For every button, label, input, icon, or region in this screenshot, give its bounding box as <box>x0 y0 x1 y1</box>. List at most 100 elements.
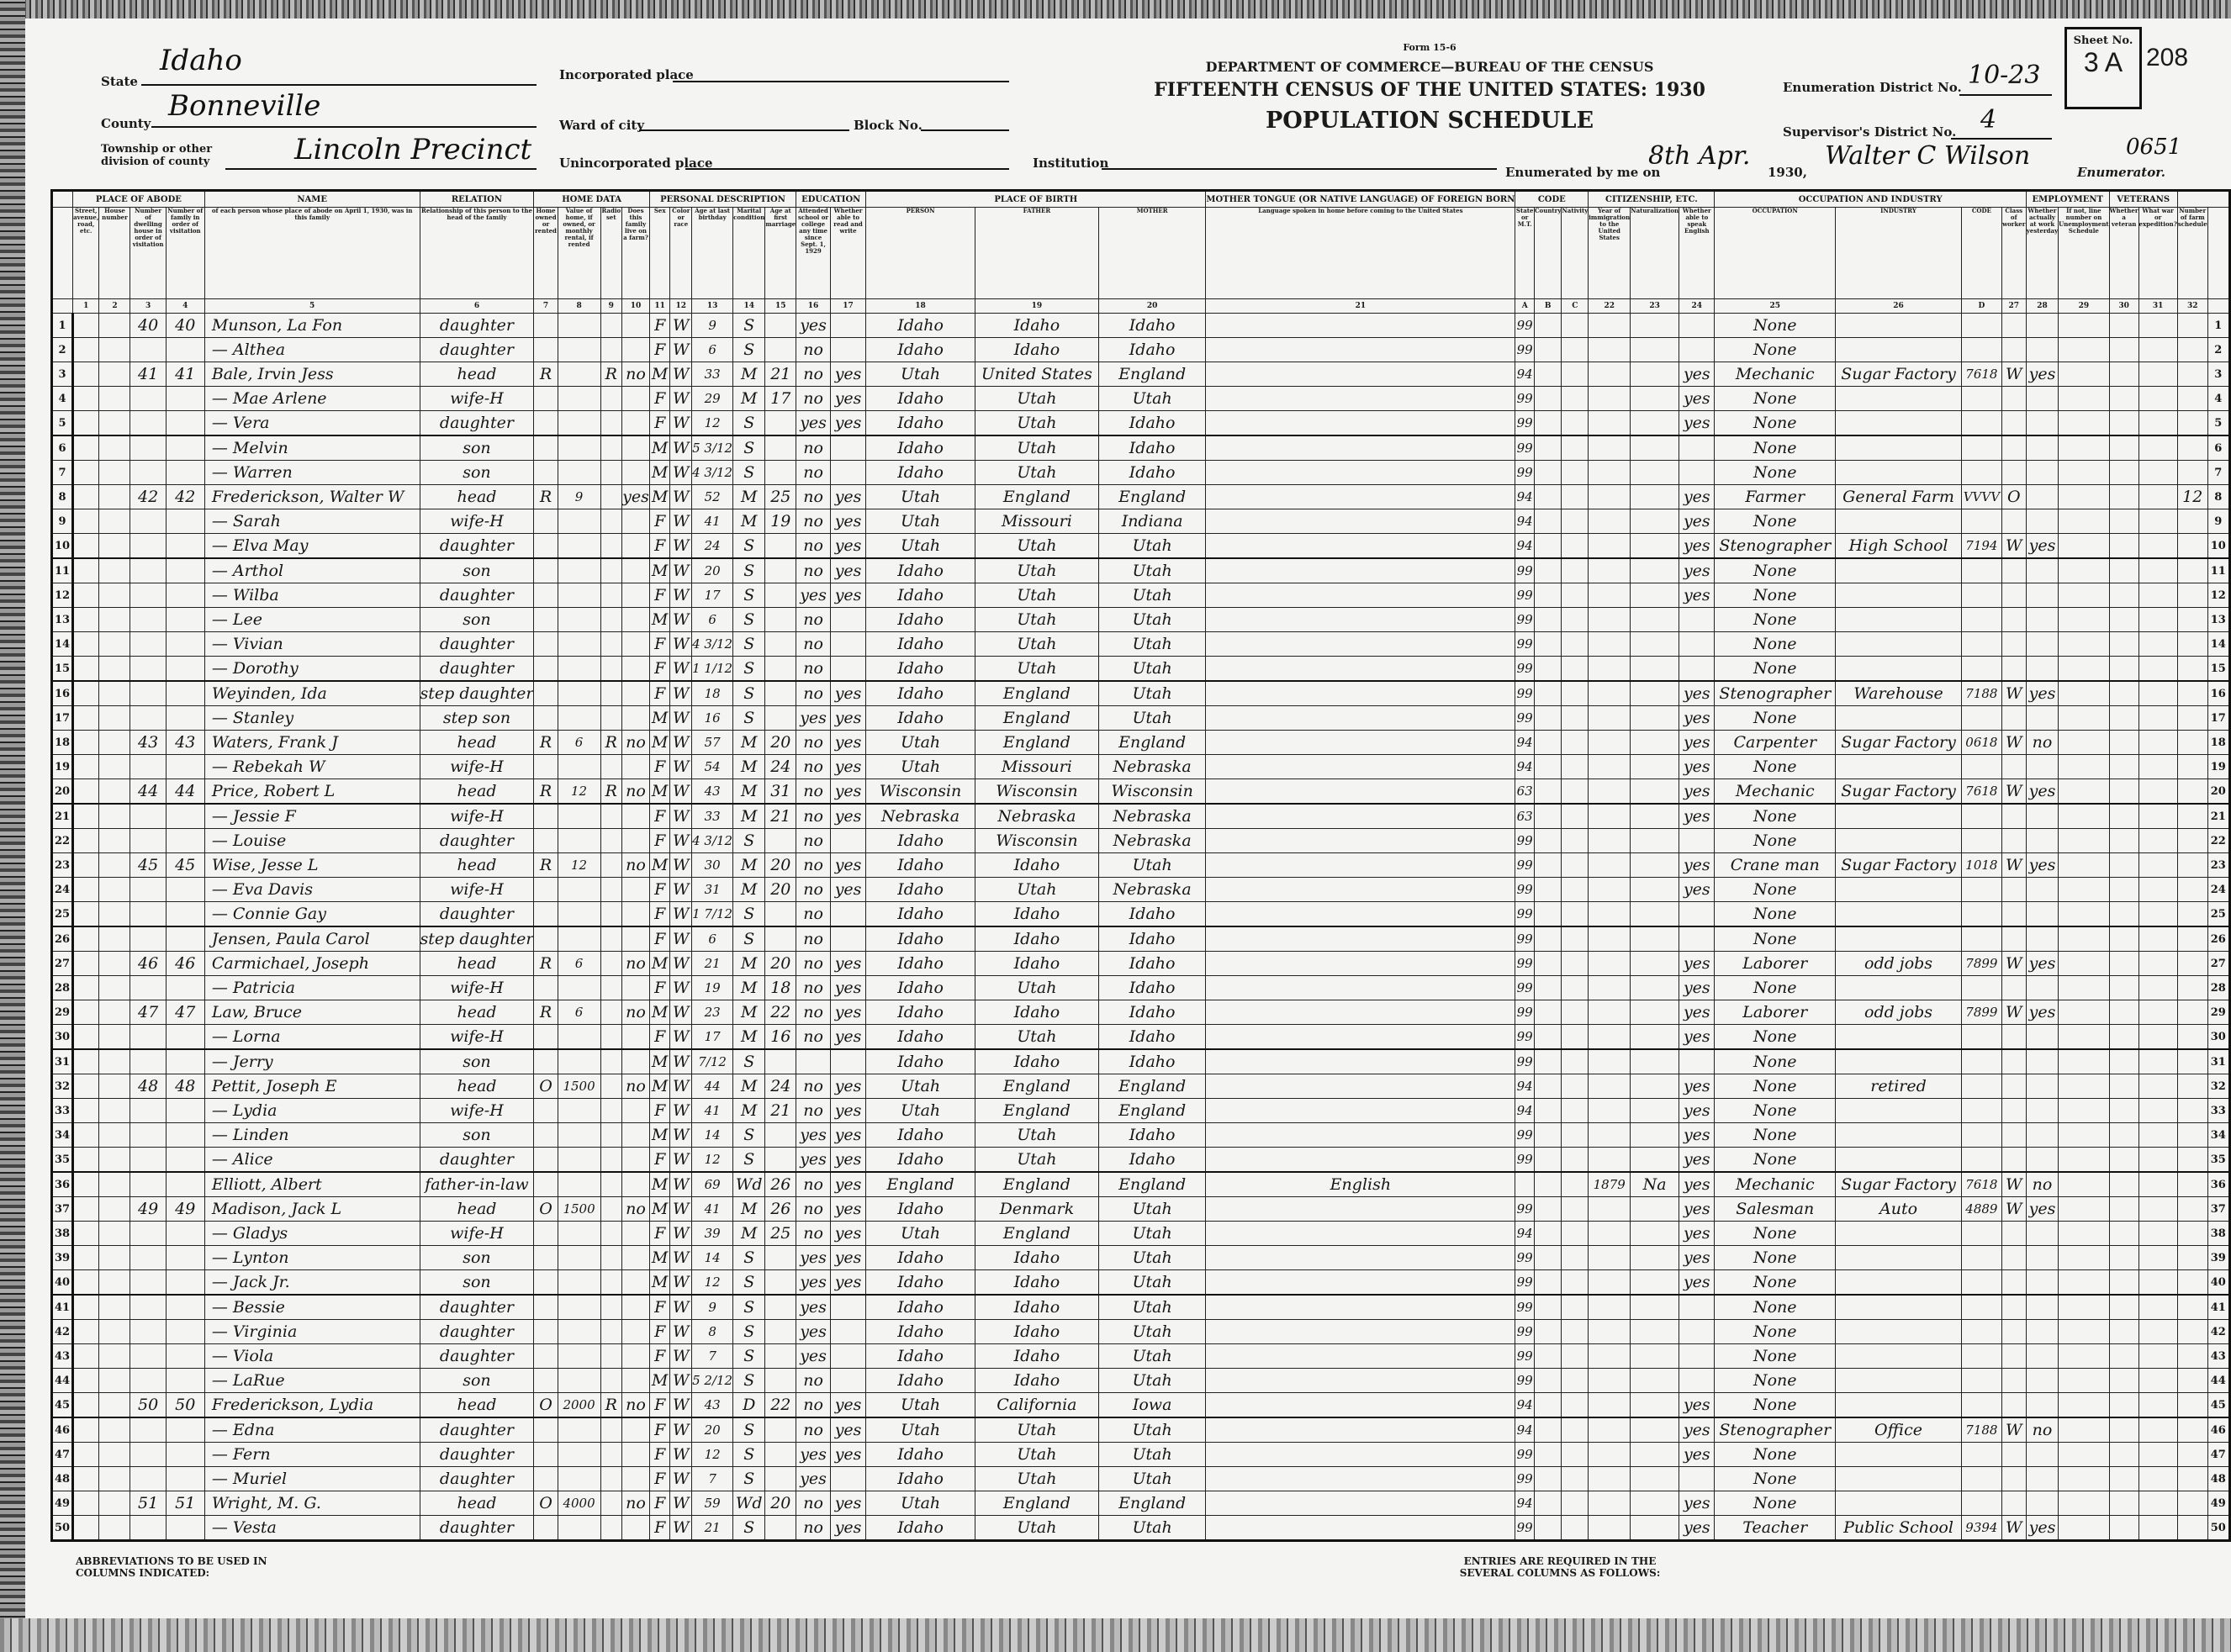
unemployment-line-cell <box>2058 1417 2110 1443</box>
school-cell: yes <box>796 1343 831 1369</box>
street-cell <box>71 1442 100 1467</box>
column-number: 2 <box>98 298 131 314</box>
column-number: 29 <box>2058 298 2110 314</box>
occ-code-cell <box>1961 1343 2002 1369</box>
code-b-cell <box>1533 1024 1562 1050</box>
birth-person-cell: Idaho <box>865 337 975 362</box>
farm-cell <box>621 533 650 559</box>
class-cell <box>2001 509 2027 534</box>
radio-cell <box>600 410 623 436</box>
name-cell: — Muriel <box>204 1466 420 1491</box>
veteran-cell <box>2108 926 2139 952</box>
age-marriage-cell <box>764 1147 797 1173</box>
veteran-cell <box>2108 828 2139 853</box>
farm-cell <box>621 1466 650 1491</box>
age-marriage-cell: 24 <box>764 754 797 779</box>
value-cell <box>557 1147 601 1173</box>
column-number: 15 <box>764 298 797 314</box>
code-b-cell <box>1533 1171 1562 1197</box>
code-b-cell <box>1533 1442 1562 1467</box>
name-cell: Munson, La Fon <box>204 313 420 338</box>
value-cell <box>557 509 601 534</box>
code-c-cell <box>1561 1269 1589 1296</box>
family-cell <box>165 1147 205 1173</box>
occupation-cell: None <box>1714 1098 1837 1123</box>
industry-cell: odd jobs <box>1835 951 1963 976</box>
column-header: Whether actually at work yesterday <box>2025 207 2059 299</box>
birth-person-cell: Idaho <box>865 656 975 682</box>
naturalization-cell <box>1630 533 1680 559</box>
farm-cell <box>621 583 650 608</box>
color-cell: W <box>669 410 693 436</box>
relation-cell: head <box>419 362 535 387</box>
code-b-cell <box>1533 435 1562 461</box>
column-header: House number <box>98 207 131 299</box>
color-cell: W <box>669 1024 693 1050</box>
house-cell <box>98 1196 131 1222</box>
read-cell: yes <box>829 1122 867 1148</box>
code-c-cell <box>1561 926 1589 952</box>
name-cell: Carmichael, Joseph <box>204 951 420 976</box>
at-work-cell: no <box>2025 1417 2059 1443</box>
age-marriage-cell <box>764 557 797 583</box>
street-cell <box>71 975 100 1000</box>
line-number-right: 27 <box>2207 951 2231 976</box>
value-cell <box>557 607 601 632</box>
at-work-cell <box>2025 1491 2059 1516</box>
line-number-right: 15 <box>2207 656 2231 682</box>
dwelling-cell: 46 <box>130 951 167 976</box>
code-c-cell <box>1561 313 1589 338</box>
name-cell: — Sarah <box>204 509 420 534</box>
read-cell <box>829 1343 867 1369</box>
veteran-cell <box>2108 631 2139 657</box>
class-cell <box>2001 631 2027 657</box>
class-cell: W <box>2001 533 2027 559</box>
birth-father-cell: Wisconsin <box>974 828 1099 853</box>
code-b-cell <box>1533 951 1562 976</box>
family-cell <box>165 754 205 779</box>
family-cell <box>165 656 205 682</box>
family-cell <box>165 460 205 485</box>
war-cell <box>2138 533 2178 559</box>
tongue-cell <box>1205 1221 1516 1246</box>
occ-code-cell <box>1961 1491 2002 1516</box>
street-cell <box>71 754 100 779</box>
column-header: Attended school or college any time sinc… <box>796 207 831 299</box>
war-cell <box>2138 951 2178 976</box>
unemployment-line-cell <box>2058 410 2110 436</box>
english-cell <box>1679 901 1716 927</box>
code-c-cell <box>1561 778 1589 805</box>
birth-person-cell: Idaho <box>865 975 975 1000</box>
value-cell <box>557 460 601 485</box>
immigration-cell <box>1588 803 1631 829</box>
immigration-cell <box>1588 926 1631 952</box>
english-cell: yes <box>1679 1196 1716 1222</box>
birth-mother-cell: Utah <box>1097 1466 1207 1491</box>
birth-mother-cell: Idaho <box>1097 926 1207 952</box>
group-header: EDUCATION <box>796 190 867 208</box>
marital-cell: S <box>732 1147 766 1173</box>
code-a-cell: 94 <box>1515 509 1535 534</box>
street-cell <box>71 1392 100 1418</box>
birth-mother-cell: Utah <box>1097 607 1207 632</box>
unemployment-line-cell <box>2058 1000 2110 1025</box>
color-cell: W <box>669 607 693 632</box>
code-b-cell <box>1533 1269 1562 1296</box>
age-marriage-cell <box>764 1417 797 1443</box>
code-a-cell: 99 <box>1515 975 1535 1000</box>
tenure-cell <box>533 386 558 411</box>
farm-cell <box>621 557 650 583</box>
birth-person-cell: Idaho <box>865 1368 975 1393</box>
line-cell: 12 <box>51 583 74 608</box>
farm-schedule-cell <box>2176 877 2208 902</box>
code-a-cell: 99 <box>1515 680 1535 706</box>
tenure-cell <box>533 583 558 608</box>
enumerator-label: Enumerator. <box>2077 165 2165 180</box>
tongue-cell <box>1205 1122 1516 1148</box>
code-c-cell <box>1561 1048 1589 1074</box>
english-cell: yes <box>1679 362 1716 387</box>
english-cell <box>1679 460 1716 485</box>
line-number-right: 34 <box>2207 1122 2231 1148</box>
